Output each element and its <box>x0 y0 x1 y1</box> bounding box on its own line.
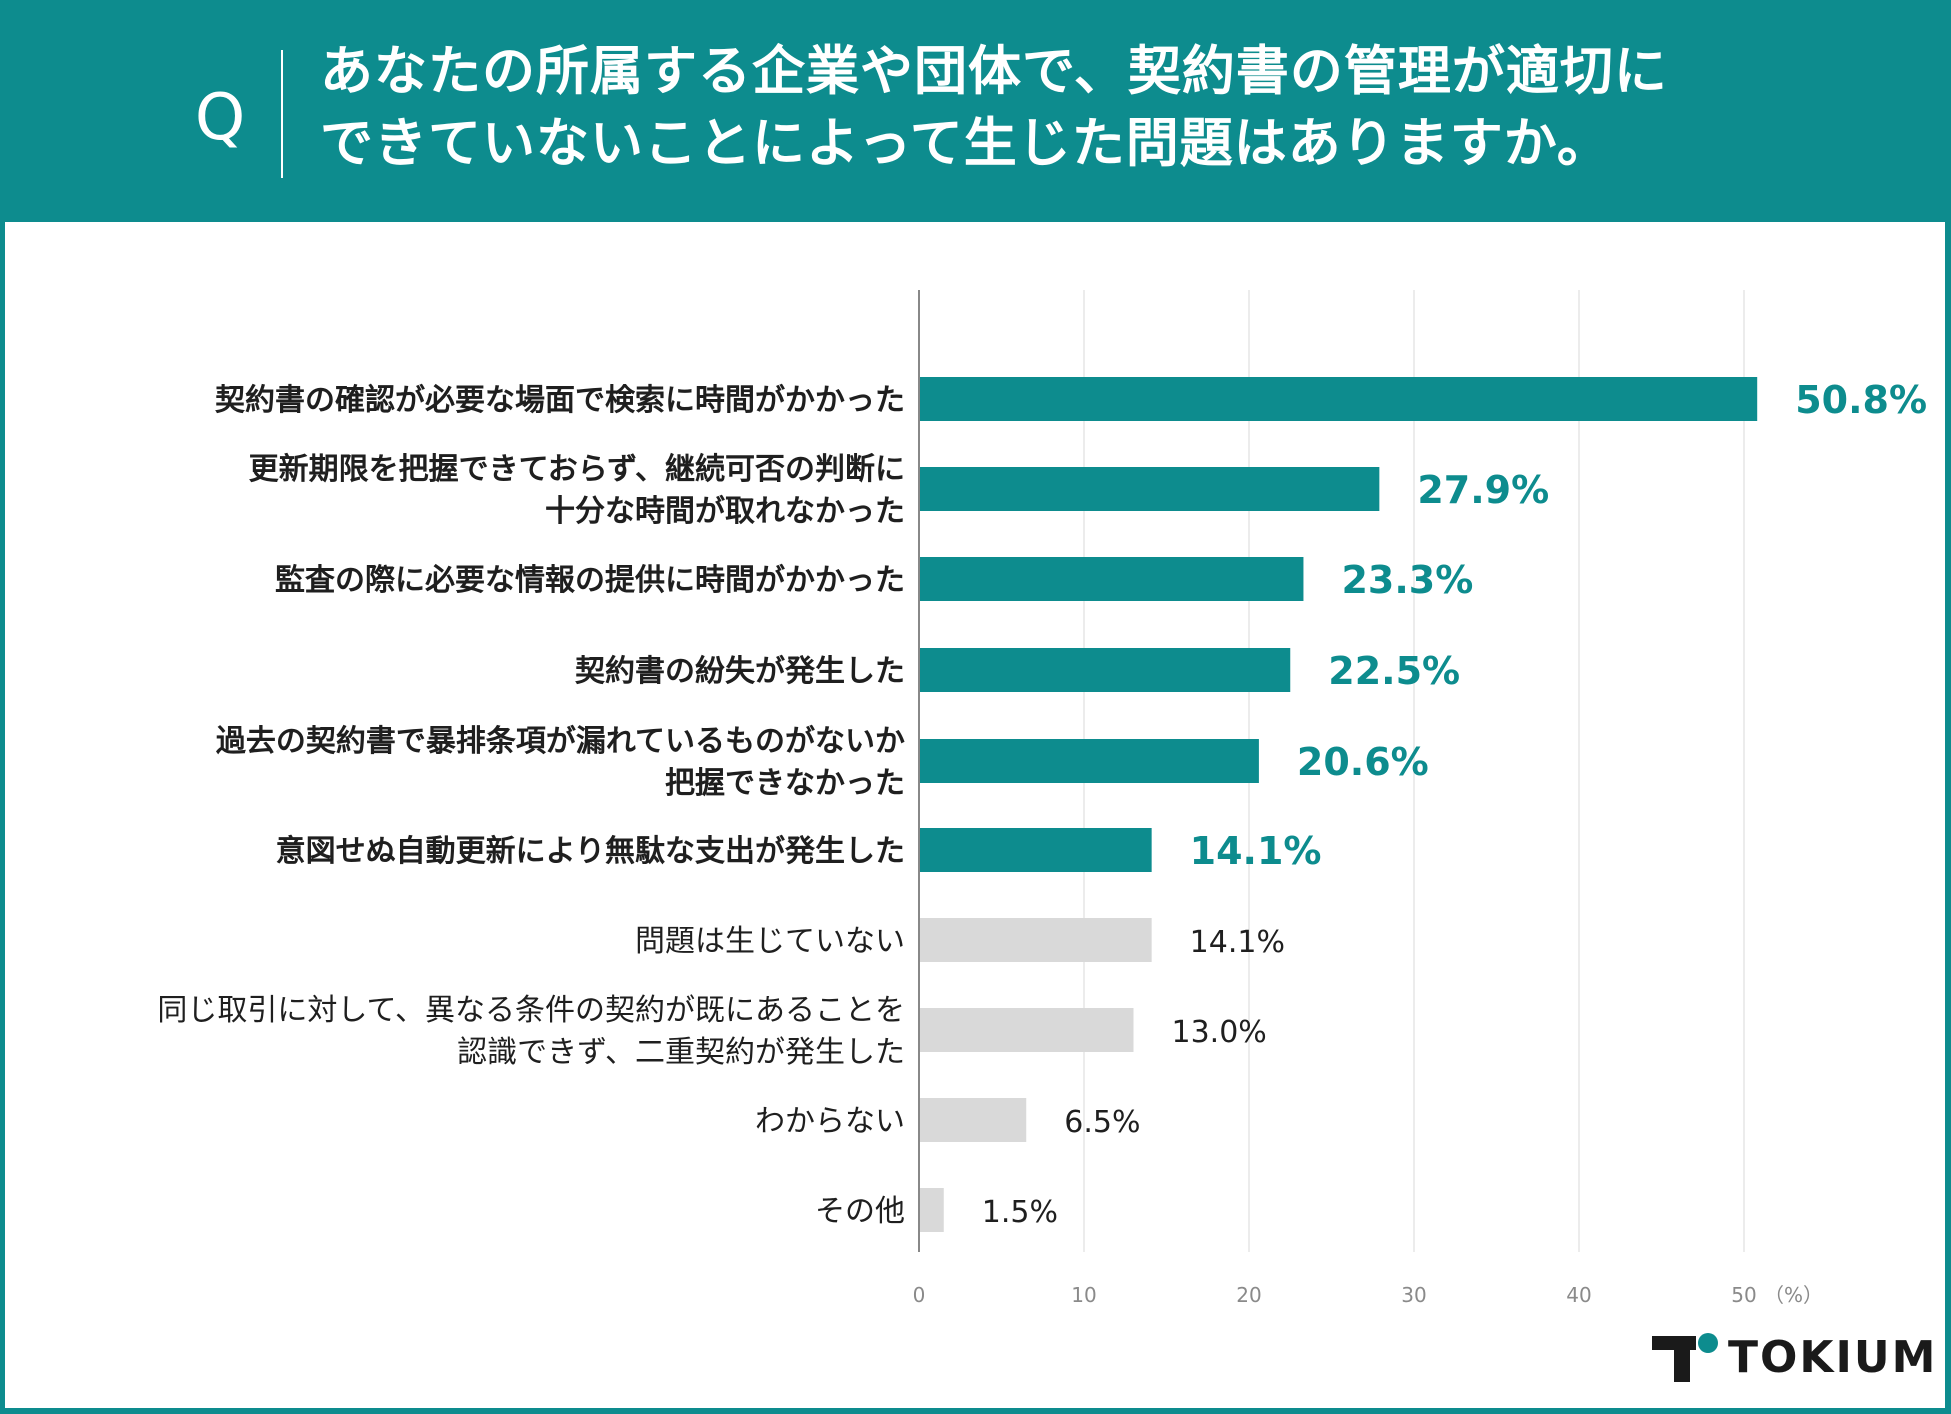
title-line-2: できていないことによって生じた問題はありますか。 <box>320 113 1611 174</box>
x-tick-label: 10 <box>1071 1283 1096 1307</box>
bar <box>919 557 1304 601</box>
value-label: 1.5% <box>982 1195 1058 1230</box>
value-label: 6.5% <box>1064 1105 1140 1140</box>
category-label: 更新期限を把握できておらず、継続可否の判断に <box>249 452 905 487</box>
x-tick-label: 20 <box>1236 1283 1261 1307</box>
x-tick-label: 30 <box>1401 1283 1426 1307</box>
category-label: その他 <box>815 1194 905 1229</box>
category-label: 十分な時間が取れなかった <box>545 494 905 529</box>
question-mark-icon: Q <box>194 81 246 155</box>
category-label: 意図せぬ自動更新により無駄な支出が発生した <box>276 834 905 869</box>
value-label: 22.5% <box>1328 649 1460 693</box>
x-tick-label: 0 <box>913 1283 926 1307</box>
bar <box>919 739 1259 783</box>
bar <box>919 828 1152 872</box>
bar <box>919 1008 1134 1052</box>
logo-text: TOKIUM <box>1728 1332 1938 1383</box>
category-label: 監査の際に必要な情報の提供に時間がかかった <box>275 563 905 598</box>
value-label: 27.9% <box>1417 468 1549 512</box>
value-label: 23.3% <box>1341 558 1473 602</box>
tokium-logo-icon <box>1652 1333 1718 1382</box>
category-label: 同じ取引に対して、異なる条件の契約が既にあることを <box>157 993 905 1028</box>
header: Q あなたの所属する企業や団体で、契約書の管理が適切に できていないことによって… <box>0 0 1951 222</box>
category-label: 契約書の確認が必要な場面で検索に時間がかかった <box>215 383 905 418</box>
bar <box>919 918 1152 962</box>
header-divider <box>281 50 283 178</box>
x-tick-label: 50 <box>1731 1283 1756 1307</box>
value-label: 20.6% <box>1297 740 1429 784</box>
chart-panel: 契約書の確認が必要な場面で検索に時間がかかった更新期限を把握できておらず、継続可… <box>5 222 1945 1408</box>
value-label: 14.1% <box>1190 829 1322 873</box>
value-label: 14.1% <box>1190 925 1285 960</box>
value-label: 13.0% <box>1172 1015 1267 1050</box>
category-label: 過去の契約書で暴排条項が漏れているものがないか <box>216 724 905 759</box>
x-unit-label: （%） <box>1764 1283 1823 1307</box>
page-title: あなたの所属する企業や団体で、契約書の管理が適切に できていないことによって生じ… <box>320 36 1880 180</box>
bar <box>919 648 1291 692</box>
bar <box>919 1098 1027 1142</box>
category-label: 契約書の紛失が発生した <box>575 654 905 689</box>
bar <box>919 1188 944 1232</box>
category-label: 認識できず、二重契約が発生した <box>457 1035 905 1070</box>
title-line-1: あなたの所属する企業や団体で、契約書の管理が適切に <box>320 41 1668 102</box>
bar-chart: 契約書の確認が必要な場面で検索に時間がかかった更新期限を把握できておらず、継続可… <box>157 290 1927 1307</box>
category-label: 把握できなかった <box>665 766 905 801</box>
category-label: 問題は生じていない <box>635 924 905 959</box>
bar <box>919 467 1380 511</box>
category-label: わからない <box>755 1104 905 1139</box>
tokium-logo: TOKIUM <box>1650 1330 1935 1386</box>
value-label: 50.8% <box>1795 378 1927 422</box>
x-tick-label: 40 <box>1566 1283 1591 1307</box>
bar <box>919 377 1758 421</box>
